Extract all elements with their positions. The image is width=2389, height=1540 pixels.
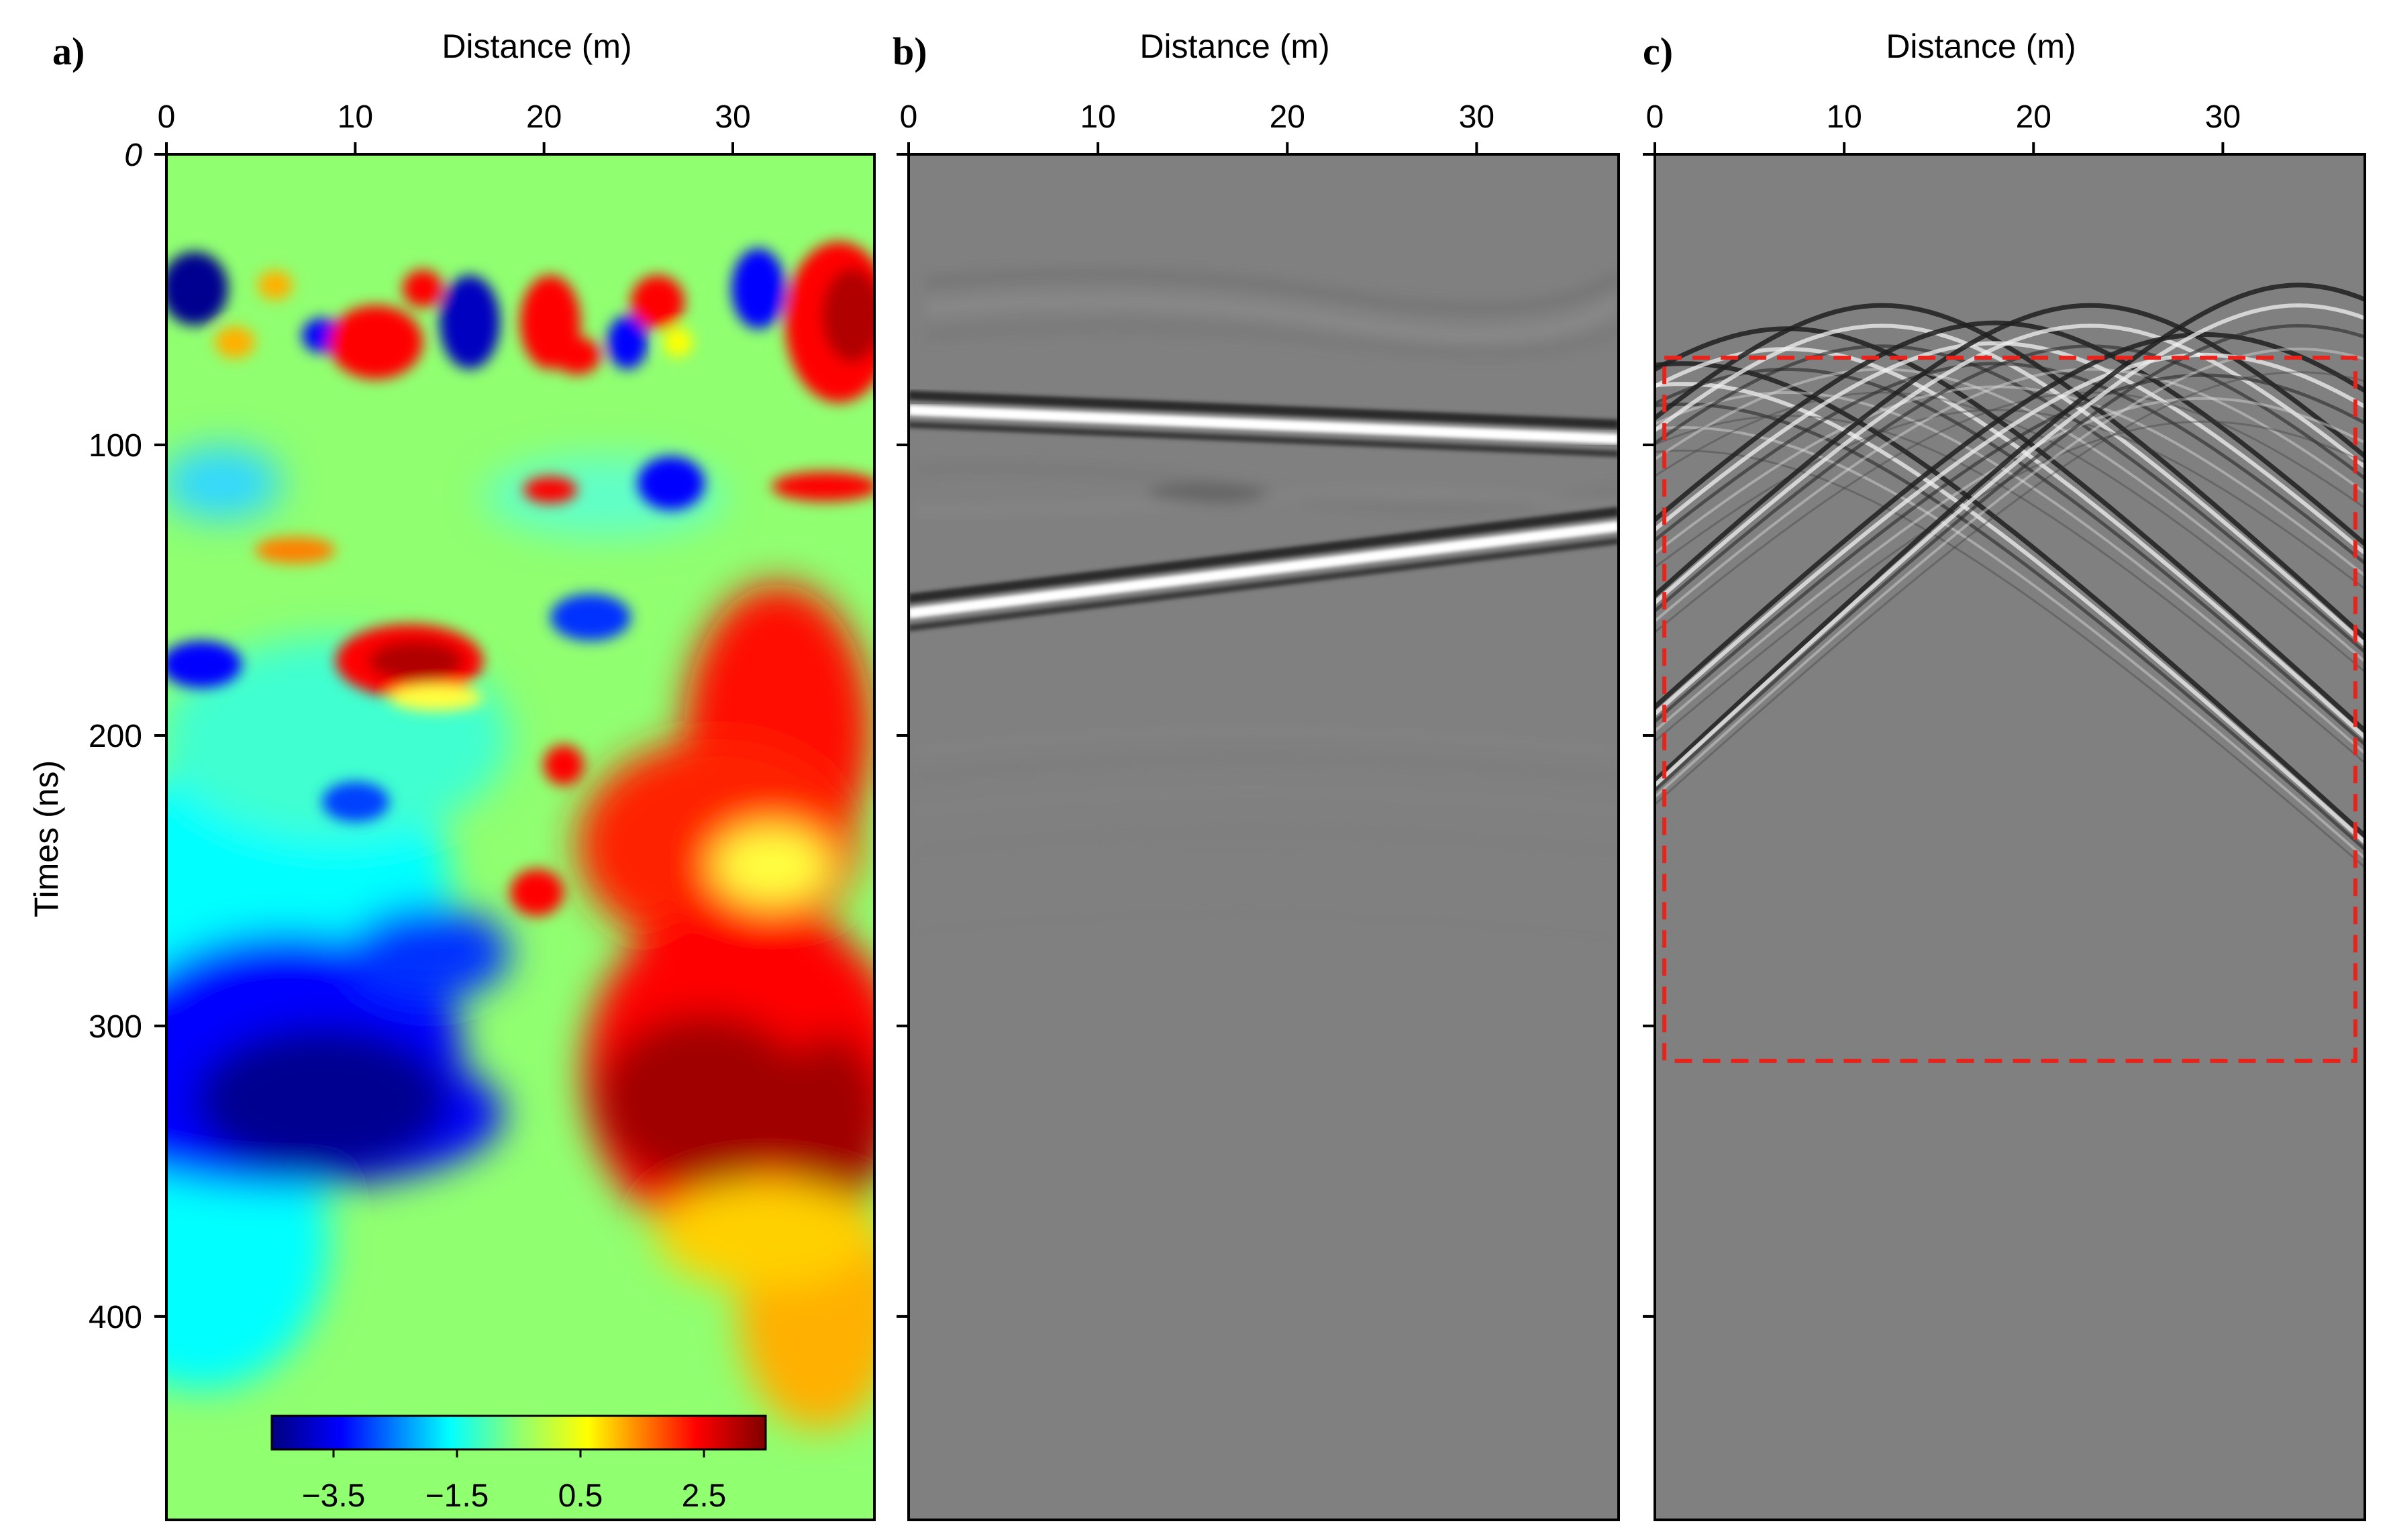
panel-letter-a: a) [52, 30, 85, 73]
panel-c: c) Distance (m) 0 10 20 30 [1643, 28, 2366, 1521]
hyperbola-0-phase-1 [1655, 382, 2365, 845]
plot-frame-c [1654, 153, 2366, 1521]
diffraction-hyperbolas [1655, 283, 2365, 869]
x-tick-label: 10 [1080, 99, 1115, 135]
x-axis-title-a: Distance (m) [442, 28, 631, 65]
highlight-box [1662, 356, 2357, 1063]
hyperbola-6-phase-3 [1655, 348, 2365, 799]
heatmap-c [1655, 154, 2365, 1520]
hyperbola-2-phase-4 [1655, 391, 2365, 674]
panel-b: b) Distance (m) 0 10 20 30 [893, 28, 1620, 1521]
hyperbola-6-phase-2 [1655, 323, 2365, 793]
heatmap-b [909, 154, 1619, 1520]
event-1-peak [909, 521, 1619, 619]
x-axis-title-c: Distance (m) [1886, 28, 2076, 65]
plot-frame-a [165, 153, 876, 1521]
y-tick-label: 200 [89, 719, 142, 754]
colorbar-tick-label: 0.5 [558, 1478, 603, 1514]
hyperbola-4-phase-3 [1655, 368, 2365, 623]
hyperbola-0-phase-2 [1655, 402, 2365, 852]
event-0-sidelobe [909, 421, 1619, 458]
panel-a: a) Distance (m) Times (ns) [28, 28, 876, 1521]
x-tick-label: 20 [1270, 99, 1305, 135]
event-0-trough [909, 391, 1619, 429]
heatmap-a [166, 154, 874, 1520]
heatmap-a-anomalies [166, 242, 874, 916]
plot-frame-b [907, 153, 1620, 1521]
y-tick-label: 300 [89, 1009, 142, 1045]
dipping-events [909, 391, 1619, 632]
axis-ticks-b: 0 10 20 30 [897, 99, 1494, 1318]
x-tick-label: 0 [1646, 99, 1664, 135]
x-tick-label: 20 [526, 99, 562, 135]
hyperbola-6-phase-4 [1655, 371, 2365, 806]
hyperbola-3-phase-0 [1655, 320, 2365, 548]
hyperbola-3-phase-2 [1655, 362, 2365, 566]
x-tick-label: 10 [338, 99, 373, 135]
hyperbola-2-phase-3 [1655, 368, 2365, 664]
y-tick-label: 100 [89, 428, 142, 464]
hyperbola-5-phase-3 [1655, 397, 2365, 733]
y-tick-label: 0 [124, 138, 142, 173]
panel-letter-b: b) [893, 30, 927, 73]
x-tick-label: 0 [158, 99, 176, 135]
hyperbola-2-phase-0 [1655, 303, 2365, 641]
faint-upper-events [912, 271, 1619, 941]
x-tick-label: 30 [715, 99, 750, 135]
hyperbola-1-phase-2 [1655, 367, 2365, 747]
hyperbola-0-phase-3 [1655, 425, 2365, 860]
hyperbola-2-phase-2 [1655, 344, 2365, 655]
x-tick-label: 20 [2016, 99, 2051, 135]
hyperbola-3-phase-4 [1655, 409, 2365, 591]
heatmap-a-blobs [166, 446, 874, 1429]
hyperbola-4-phase-1 [1655, 323, 2365, 606]
colorbar-gradient [270, 1415, 767, 1451]
event-1-trough [909, 507, 1619, 604]
x-tick-label: 30 [2205, 99, 2241, 135]
colorbar-tick-label: 2.5 [682, 1478, 727, 1514]
hyperbola-5-phase-0 [1655, 331, 2365, 711]
hyperbola-0-phase-0 [1655, 361, 2365, 839]
hyperbola-5-phase-2 [1655, 373, 2365, 724]
hyperbola-4-phase-0 [1655, 303, 2365, 599]
hyperbola-6-phase-1 [1655, 303, 2365, 788]
colorbar-ticks: −3.5 −1.5 0.5 2.5 [302, 1449, 727, 1514]
hyperbola-0-phase-4 [1655, 450, 2365, 869]
x-axis-title-b: Distance (m) [1139, 28, 1329, 65]
hyperbola-3-phase-3 [1655, 385, 2365, 578]
colorbar-tick-label: −1.5 [425, 1478, 489, 1514]
heatmap-b-background [909, 154, 1619, 1520]
hyperbola-3-phase-1 [1655, 341, 2365, 556]
y-tick-label: 400 [89, 1300, 142, 1335]
hyperbola-6-phase-0 [1655, 283, 2365, 784]
hyperbola-5-phase-1 [1655, 352, 2365, 717]
event-0-peak [909, 405, 1619, 445]
axis-ticks-c: 0 10 20 30 [1643, 99, 2241, 1318]
hyperbola-5-phase-4 [1655, 420, 2365, 743]
hyperbola-2-phase-1 [1655, 323, 2365, 648]
hyperbola-4-phase-2 [1655, 344, 2365, 613]
colorbar-tick-label: −3.5 [302, 1478, 366, 1514]
panel-letter-c: c) [1643, 30, 1673, 73]
x-tick-label: 30 [1459, 99, 1494, 135]
y-axis-title: Times (ns) [28, 760, 65, 917]
event-1-sidelobe [909, 537, 1619, 632]
x-tick-label: 10 [1826, 99, 1862, 135]
colorbar: −3.5 −1.5 0.5 2.5 [270, 1415, 767, 1514]
x-tick-label: 0 [900, 99, 918, 135]
hyperbola-1-phase-3 [1655, 391, 2365, 756]
